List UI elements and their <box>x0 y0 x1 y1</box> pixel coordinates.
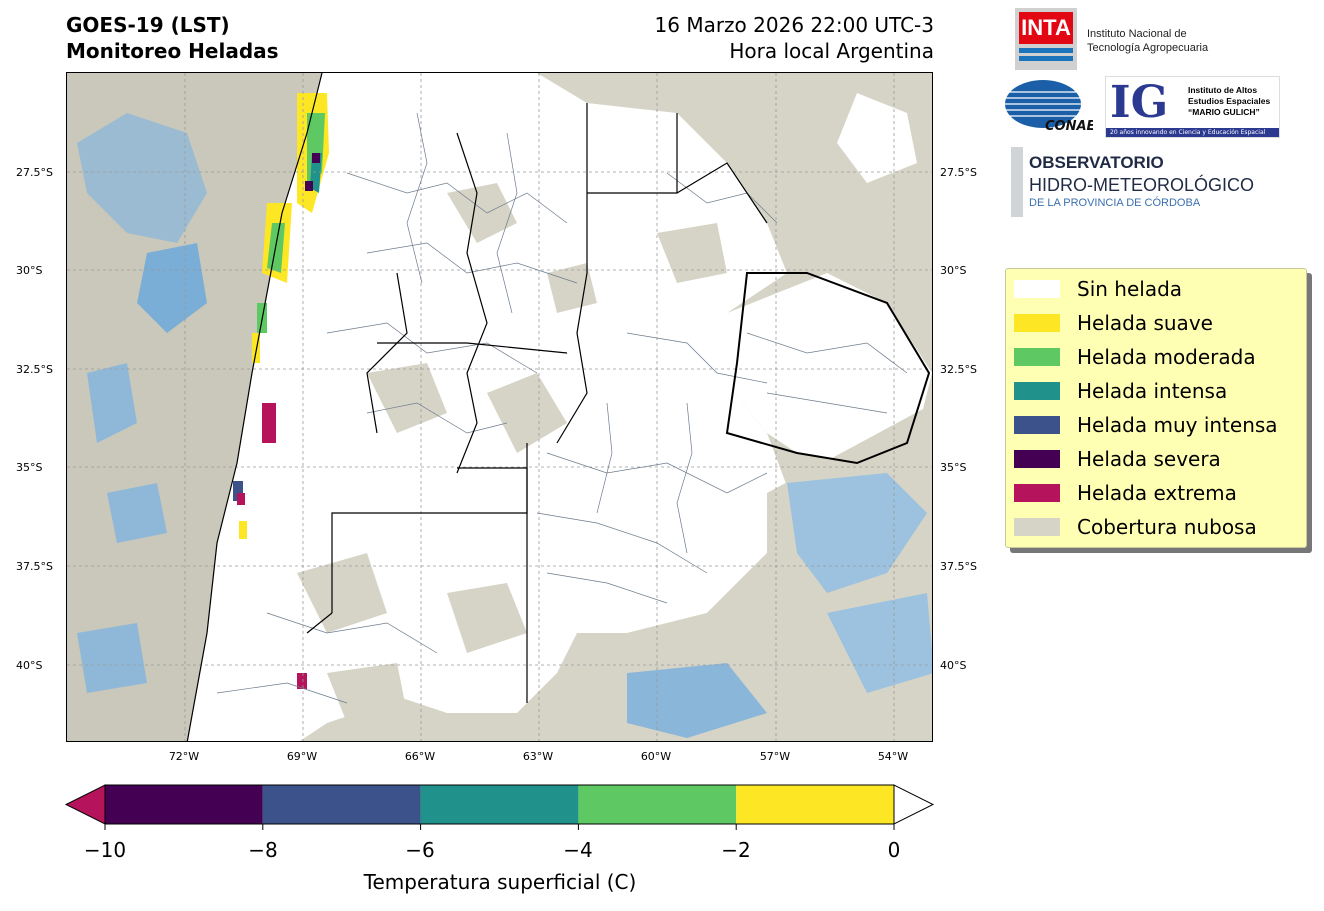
lat-tick-left: 37.5°S <box>16 560 53 573</box>
observatorio-subtitle: HIDRO-METEOROLÓGICO <box>1029 175 1255 195</box>
lat-tick-right: 35°S <box>940 461 967 474</box>
frost-map <box>66 72 933 742</box>
legend-label: Sin helada <box>1077 277 1183 301</box>
colorbar-tick: −8 <box>248 838 278 862</box>
legend-swatch <box>1014 348 1060 366</box>
observatorio-province: DE LA PROVINCIA DE CÓRDOBA <box>1029 197 1201 209</box>
inta-name: Instituto Nacional de Tecnología Agropec… <box>1087 27 1208 55</box>
lon-tick: 69°W <box>286 750 318 763</box>
ig-logo-strip: 20 años innovando en Ciencia y Educación… <box>1106 128 1279 137</box>
legend: Sin helada Helada suave Helada moderada … <box>1005 268 1307 548</box>
inta-logo: INTA <box>1015 8 1077 70</box>
conae-globe-icon: CONAE <box>1005 80 1096 134</box>
legend-label: Helada intensa <box>1077 379 1228 403</box>
timezone-label: Hora local Argentina <box>729 39 934 63</box>
lat-tick-left: 35°S <box>16 461 43 474</box>
colorbar-bin <box>578 785 737 824</box>
legend-label: Helada severa <box>1077 447 1221 471</box>
ig-logo: IG Instituto de Altos Estudios Espaciale… <box>1105 76 1280 138</box>
ig-logo-text: Instituto de Altos Estudios Espaciales “… <box>1188 85 1270 118</box>
lat-tick-right: 27.5°S <box>940 166 977 179</box>
inta-logo-mark: INTA <box>1019 12 1073 44</box>
colorbar-tick: −4 <box>563 838 593 862</box>
inta-logo-bar <box>1019 56 1073 61</box>
lat-tick-left: 30°S <box>16 264 43 277</box>
legend-swatch <box>1014 450 1060 468</box>
title-subject: Monitoreo Heladas <box>66 39 279 63</box>
lon-tick: 54°W <box>877 750 909 763</box>
lon-tick: 60°W <box>640 750 672 763</box>
legend-swatch <box>1014 484 1060 502</box>
colorbar-tick: −10 <box>83 838 127 862</box>
colorbar-bin <box>736 785 894 824</box>
lat-tick-right: 37.5°S <box>940 560 977 573</box>
legend-label: Helada extrema <box>1077 481 1237 505</box>
legend-swatch <box>1014 382 1060 400</box>
legend-label: Helada muy intensa <box>1077 413 1278 437</box>
colorbar-under-arrow <box>64 784 106 825</box>
inta-logo-bar <box>1019 48 1073 53</box>
colorbar-bin <box>105 785 263 824</box>
colorbar-tick: −6 <box>405 838 435 862</box>
colorbar-frame <box>104 784 895 825</box>
ig-text-line: “MARIO GULICH” <box>1188 107 1260 117</box>
ig-text-line: Estudios Espaciales <box>1188 96 1271 106</box>
lat-tick-right: 30°S <box>940 264 967 277</box>
lon-tick: 72°W <box>168 750 200 763</box>
conae-logo-text: CONAE <box>1045 119 1093 134</box>
datetime-label: 16 Marzo 2026 22:00 UTC-3 <box>654 13 934 37</box>
legend-swatch <box>1014 518 1060 536</box>
lon-tick: 66°W <box>404 750 436 763</box>
colorbar-bin <box>420 785 579 824</box>
colorbar-tick: 0 <box>887 838 901 862</box>
inta-name-line: Instituto Nacional de <box>1087 28 1187 40</box>
legend-label: Helada moderada <box>1077 345 1256 369</box>
legend-label: Cobertura nubosa <box>1077 515 1257 539</box>
lat-tick-left: 32.5°S <box>16 363 53 376</box>
lon-tick: 63°W <box>522 750 554 763</box>
ig-logo-mark: IG <box>1110 77 1169 128</box>
colorbar-tick: −2 <box>721 838 751 862</box>
map-canvas <box>67 73 932 741</box>
legend-swatch <box>1014 416 1060 434</box>
colorbar <box>64 784 935 830</box>
lat-tick-right: 32.5°S <box>940 363 977 376</box>
observatorio-logo-bar <box>1011 147 1023 217</box>
title-block: GOES-19 (LST) Monitoreo Heladas <box>66 12 279 64</box>
lat-tick-left: 27.5°S <box>16 166 53 179</box>
lon-tick: 57°W <box>759 750 791 763</box>
lat-tick-left: 40°S <box>16 659 43 672</box>
colorbar-bin <box>262 785 421 824</box>
inta-name-line: Tecnología Agropecuaria <box>1087 42 1209 54</box>
ig-text-line: Instituto de Altos <box>1188 85 1258 95</box>
conae-logo: CONAE <box>1003 78 1096 134</box>
legend-swatch <box>1014 314 1060 332</box>
colorbar-over-arrow <box>893 784 935 825</box>
legend-label: Helada suave <box>1077 311 1213 335</box>
colorbar-label: Temperatura superficial (C) <box>363 870 637 894</box>
observatorio-title: OBSERVATORIO <box>1029 153 1164 172</box>
lat-tick-right: 40°S <box>940 659 967 672</box>
datetime-block: 16 Marzo 2026 22:00 UTC-3 Hora local Arg… <box>655 12 934 64</box>
title-product: GOES-19 (LST) <box>66 13 230 37</box>
legend-swatch <box>1014 280 1060 298</box>
